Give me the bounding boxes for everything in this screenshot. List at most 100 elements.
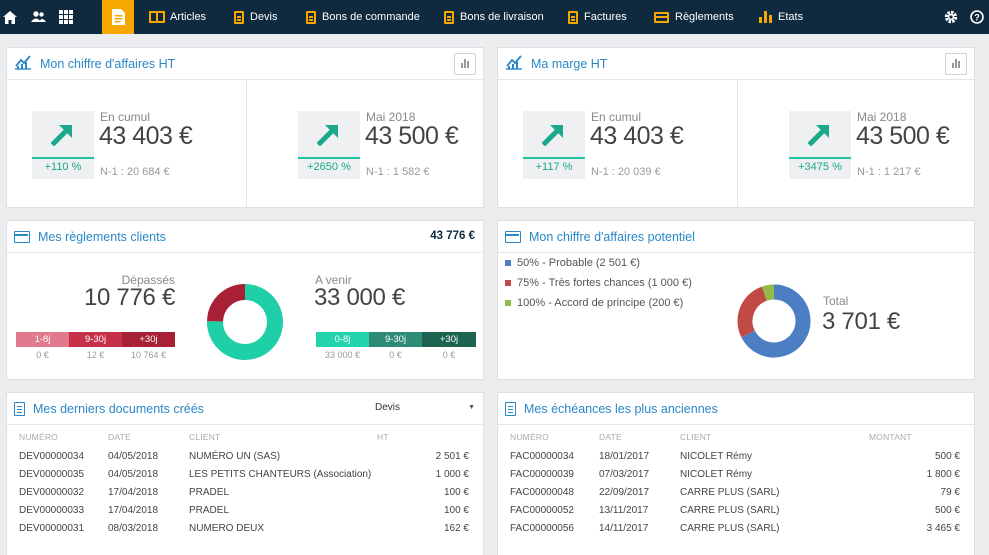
cell-numero: FAC00000048	[510, 487, 574, 498]
cell-client: NICOLET Rémy	[680, 451, 753, 462]
apps-grid-icon[interactable]	[56, 0, 76, 34]
document-icon	[568, 10, 578, 24]
cell-date: 14/11/2017	[599, 523, 649, 534]
kpi-value: 43 500 €	[365, 122, 459, 150]
help-icon[interactable]: ?	[968, 0, 986, 34]
cell-date: 13/11/2017	[599, 505, 649, 516]
cell-numero: FAC00000052	[510, 505, 574, 516]
nav-devis[interactable]: Devis	[234, 0, 278, 34]
kpi-label: Mai 2018	[857, 110, 907, 124]
nav-etats[interactable]: Etats	[759, 0, 803, 34]
legend-swatch	[505, 260, 511, 266]
upcoming-label: A venir	[315, 273, 352, 287]
total-value: 3 701 €	[822, 308, 900, 335]
document-icon	[14, 401, 25, 416]
cell-numero: FAC00000039	[510, 469, 574, 480]
cell-numero: DEV00000033	[19, 505, 85, 516]
overdue-bucket[interactable]: 1-8j	[16, 332, 69, 347]
legend-item: 100% - Accord de principe (200 €)	[505, 297, 683, 309]
marge-panel: Ma marge HT +117 % En cumul 43 403 € N-1…	[497, 47, 975, 208]
donut-slice-1[interactable]	[737, 286, 768, 338]
reglements-panel: Mes règlements clients 43 776 € Dépassés…	[6, 220, 484, 380]
trend-up-arrow-icon	[808, 125, 829, 146]
trend-up-arrow-icon	[317, 125, 338, 146]
book-icon	[149, 11, 165, 23]
nav-devis-label: Devis	[250, 11, 278, 23]
column-header: CLIENT	[189, 432, 221, 442]
cell-numero: FAC00000056	[510, 523, 574, 534]
legend-swatch	[505, 280, 511, 286]
echeances-panel: Mes échéances les plus anciennes NUMÉRO …	[497, 392, 975, 555]
cell-date: 04/05/2018	[108, 469, 159, 480]
column-header: NUMÉRO	[510, 432, 549, 442]
chart-toggle-button[interactable]	[454, 53, 476, 75]
legend-label: 50% - Probable (2 501 €)	[517, 257, 640, 269]
donut-slice-upcoming[interactable]	[207, 284, 283, 360]
cell-date: 18/01/2017	[599, 451, 650, 462]
cell-numero: DEV00000031	[19, 523, 85, 534]
documents-panel: Mes derniers documents créés Devis ▼ NUM…	[6, 392, 484, 555]
documents-icon[interactable]	[102, 0, 134, 34]
marge-title: Ma marge HT	[531, 56, 608, 71]
chart-toggle-button[interactable]	[945, 53, 967, 75]
cell-numero: DEV00000032	[19, 487, 85, 498]
upcoming-bucket[interactable]: 9-30j	[369, 332, 422, 347]
kpi-label: En cumul	[591, 110, 642, 124]
overdue-label: Dépassés	[121, 273, 175, 287]
upcoming-bucket[interactable]: +30j	[422, 332, 476, 347]
ca-panel-header: Mon chiffre d'affaires HT	[7, 48, 483, 80]
cell-numero: DEV00000035	[19, 469, 85, 480]
kpi-value: 43 403 €	[590, 122, 684, 150]
kpi-value: 43 500 €	[856, 122, 950, 150]
overdue-bucket-value: 0 €	[36, 350, 49, 360]
overdue-bucket[interactable]: 9-30j	[69, 332, 122, 347]
kpi-previous-year: N-1 : 20 684 €	[100, 166, 170, 178]
svg-text:?: ?	[974, 13, 980, 23]
nav-reglements[interactable]: Règlements	[654, 0, 734, 34]
top-nav: Articles Devis Bons de commande Bons de …	[0, 0, 989, 34]
column-header: DATE	[599, 432, 622, 442]
home-icon[interactable]	[0, 0, 20, 34]
upcoming-bucket-value: 0 €	[389, 350, 402, 360]
donut-slice-2[interactable]	[761, 284, 775, 301]
nav-factures[interactable]: Factures	[568, 0, 627, 34]
cell-client: LES PETITS CHANTEURS (Association)	[189, 469, 372, 480]
total-label: Total	[823, 294, 849, 308]
donut-slice-overdue[interactable]	[207, 284, 246, 322]
reglements-total: 43 776 €	[430, 230, 475, 242]
potentiel-panel-header: Mon chiffre d'affaires potentiel	[498, 221, 974, 253]
donut-slice-0[interactable]	[741, 284, 811, 358]
nav-factures-label: Factures	[584, 11, 627, 23]
nav-bons-de-commande-label: Bons de commande	[322, 11, 420, 23]
nav-bons-de-commande[interactable]: Bons de commande	[306, 0, 420, 34]
cell-numero: FAC00000034	[510, 451, 574, 462]
overdue-bucket-value: 10 764 €	[130, 350, 167, 360]
nav-articles-label: Articles	[170, 11, 207, 23]
overdue-value: 10 776 €	[83, 284, 175, 311]
kpi-previous-year: N-1 : 1 217 €	[857, 166, 921, 178]
cell-amount: 79 €	[940, 487, 960, 498]
upcoming-bucket[interactable]: 0-8j	[316, 332, 369, 347]
nav-articles[interactable]: Articles	[149, 0, 206, 34]
trend-chart-icon	[505, 54, 523, 73]
cell-client: NUMÉRO UN (SAS)	[189, 451, 281, 462]
nav-etats-label: Etats	[778, 11, 804, 23]
users-icon[interactable]	[27, 0, 49, 34]
settings-icon[interactable]	[942, 0, 960, 34]
kpi-box: +110 %	[32, 111, 94, 179]
cell-client: CARRE PLUS (SARL)	[680, 487, 780, 498]
reglements-panel-header: Mes règlements clients 43 776 €	[7, 221, 483, 253]
nav-bons-de-livraison[interactable]: Bons de livraison	[444, 0, 544, 34]
cell-client: NICOLET Rémy	[680, 469, 753, 480]
cell-client: CARRE PLUS (SARL)	[680, 505, 780, 516]
cell-amount: 162 €	[443, 523, 469, 534]
nav-bons-de-livraison-label: Bons de livraison	[460, 11, 544, 23]
document-icon	[234, 10, 244, 24]
overdue-bucket[interactable]: +30j	[122, 332, 175, 347]
cell-amount: 3 465 €	[926, 523, 960, 534]
document-icon	[306, 10, 316, 24]
cell-amount: 100 €	[443, 505, 469, 516]
document-type-select[interactable]: Devis ▼	[375, 402, 475, 418]
bar-chart-icon	[759, 11, 772, 23]
credit-card-icon	[14, 230, 30, 243]
